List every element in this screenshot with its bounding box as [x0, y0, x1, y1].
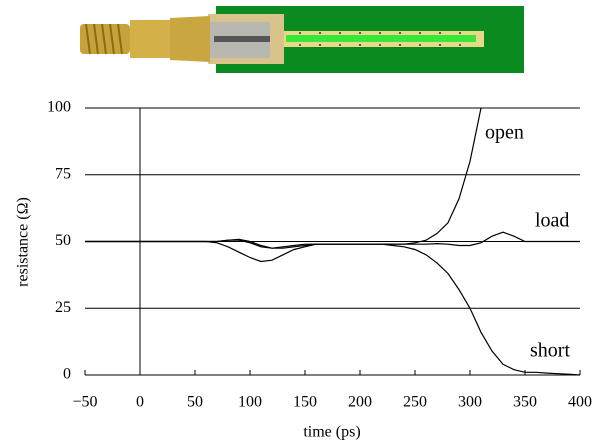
- series-label: short: [530, 340, 570, 362]
- x-axis-label: time (ps): [303, 424, 360, 441]
- x-tick-label: 0: [136, 394, 144, 411]
- y-tick-label: 75: [55, 165, 71, 182]
- x-tick-label: −50: [72, 394, 97, 411]
- x-tick-label: 150: [293, 394, 317, 411]
- x-tick-label: 350: [513, 394, 537, 411]
- connector-photo: [80, 6, 524, 73]
- y-tick-label: 0: [63, 366, 71, 383]
- series-label: open: [485, 122, 524, 144]
- y-axis-label: resistance (Ω): [15, 197, 32, 287]
- x-tick-label: 200: [348, 394, 372, 411]
- x-tick-label: 250: [403, 394, 427, 411]
- series-label: load: [535, 210, 569, 232]
- y-tick-label: 100: [47, 99, 71, 116]
- y-tick-label: 25: [55, 299, 71, 316]
- series-line: [85, 231, 580, 263]
- x-tick-label: 300: [458, 394, 482, 411]
- y-tick-label: 50: [55, 232, 71, 249]
- x-tick-label: 100: [238, 394, 262, 411]
- series-line: [85, 107, 482, 249]
- x-tick-label: 400: [568, 394, 592, 411]
- series-line: [85, 239, 581, 376]
- x-tick-label: 50: [187, 394, 203, 411]
